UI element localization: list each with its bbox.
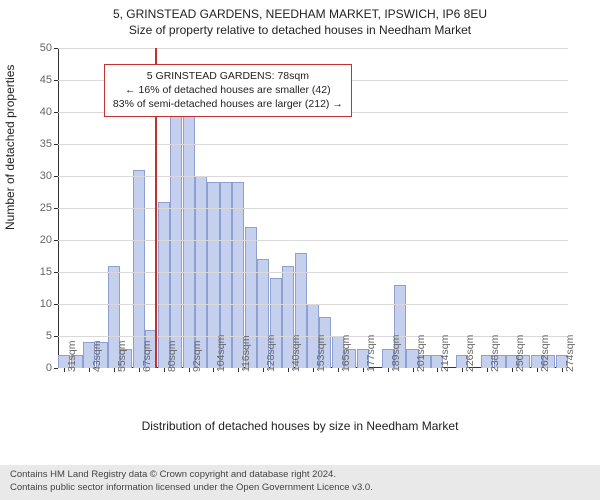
x-tick-label: 262sqm — [539, 335, 551, 372]
gridline — [58, 272, 568, 273]
x-tick-label: 226sqm — [464, 335, 476, 372]
x-tick-label: 116sqm — [240, 335, 252, 372]
x-tick-label: 43sqm — [91, 340, 103, 372]
title-line-1: 5, GRINSTEAD GARDENS, NEEDHAM MARKET, IP… — [0, 6, 600, 22]
y-tick-mark — [54, 336, 58, 337]
x-tick-label: 55sqm — [116, 340, 128, 372]
y-tick-label: 30 — [40, 170, 52, 182]
x-tick-mark — [512, 368, 513, 372]
x-tick-mark — [139, 368, 140, 372]
info-box-line-3: 83% of semi-detached houses are larger (… — [113, 97, 343, 111]
y-tick-mark — [54, 208, 58, 209]
x-tick-mark — [388, 368, 389, 372]
x-tick-label: 250sqm — [514, 335, 526, 372]
x-tick-mark — [562, 368, 563, 372]
y-tick-label: 35 — [40, 138, 52, 150]
y-tick-label: 40 — [40, 106, 52, 118]
x-tick-mark — [189, 368, 190, 372]
x-tick-mark — [164, 368, 165, 372]
x-tick-label: 201sqm — [415, 335, 427, 372]
footer-attribution: Contains HM Land Registry data © Crown c… — [0, 465, 600, 500]
x-tick-label: 80sqm — [166, 340, 178, 372]
x-tick-label: 140sqm — [290, 335, 302, 372]
x-tick-mark — [413, 368, 414, 372]
x-tick-label: 31sqm — [66, 340, 78, 372]
y-tick-mark — [54, 112, 58, 113]
footer-line-2: Contains public sector information licen… — [10, 482, 594, 495]
x-tick-label: 128sqm — [265, 335, 277, 372]
y-tick-label: 15 — [40, 266, 52, 278]
x-tick-mark — [288, 368, 289, 372]
gridline — [58, 240, 568, 241]
x-tick-mark — [338, 368, 339, 372]
property-info-box: 5 GRINSTEAD GARDENS: 78sqm← 16% of detac… — [104, 64, 352, 117]
footer-line-1: Contains HM Land Registry data © Crown c… — [10, 469, 594, 482]
x-tick-mark — [363, 368, 364, 372]
x-tick-label: 153sqm — [315, 335, 327, 372]
y-tick-label: 5 — [46, 330, 52, 342]
info-box-line-2: ← 16% of detached houses are smaller (42… — [113, 83, 343, 97]
gridline — [58, 304, 568, 305]
y-tick-label: 0 — [46, 362, 52, 374]
x-tick-label: 165sqm — [340, 335, 352, 372]
x-tick-label: 92sqm — [191, 340, 203, 372]
x-tick-mark — [487, 368, 488, 372]
x-tick-label: 67sqm — [141, 340, 153, 372]
y-tick-label: 25 — [40, 202, 52, 214]
x-tick-mark — [114, 368, 115, 372]
chart-title-block: 5, GRINSTEAD GARDENS, NEEDHAM MARKET, IP… — [0, 0, 600, 38]
x-tick-label: 104sqm — [215, 335, 227, 372]
x-tick-label: 214sqm — [439, 335, 451, 372]
x-tick-label: 274sqm — [564, 335, 576, 372]
y-tick-mark — [54, 368, 58, 369]
gridline — [58, 176, 568, 177]
gridline — [58, 144, 568, 145]
y-tick-mark — [54, 80, 58, 81]
y-axis-label: Number of detached properties — [3, 64, 17, 229]
y-tick-mark — [54, 240, 58, 241]
chart-container: Number of detached properties 0510152025… — [0, 40, 600, 435]
y-tick-mark — [54, 48, 58, 49]
x-tick-label: 177sqm — [365, 335, 377, 372]
y-tick-label: 45 — [40, 74, 52, 86]
x-axis-label: Distribution of detached houses by size … — [0, 419, 600, 433]
gridline — [58, 208, 568, 209]
x-tick-label: 238sqm — [489, 335, 501, 372]
y-tick-mark — [54, 304, 58, 305]
x-tick-mark — [89, 368, 90, 372]
plot-area: 0510152025303540455031sqm43sqm55sqm67sqm… — [58, 48, 568, 368]
gridline — [58, 48, 568, 49]
y-tick-label: 10 — [40, 298, 52, 310]
info-box-line-1: 5 GRINSTEAD GARDENS: 78sqm — [113, 69, 343, 83]
y-tick-mark — [54, 144, 58, 145]
x-tick-label: 189sqm — [390, 335, 402, 372]
x-tick-mark — [537, 368, 538, 372]
y-tick-mark — [54, 176, 58, 177]
histogram-bar — [133, 170, 145, 368]
y-tick-label: 20 — [40, 234, 52, 246]
title-line-2: Size of property relative to detached ho… — [0, 22, 600, 38]
y-tick-label: 50 — [40, 42, 52, 54]
x-tick-mark — [313, 368, 314, 372]
y-tick-mark — [54, 272, 58, 273]
